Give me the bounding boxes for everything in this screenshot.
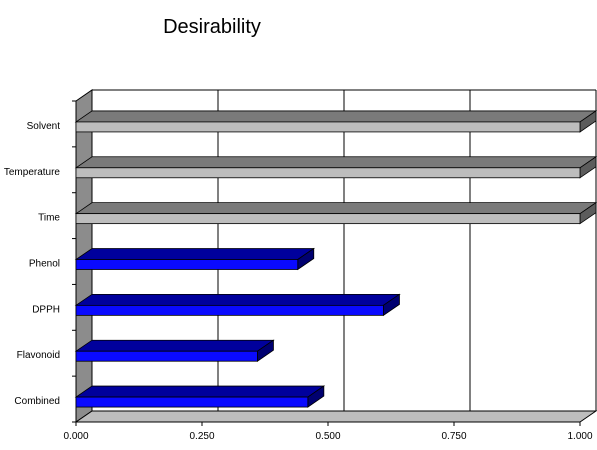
bar-dpph [74,293,401,317]
bar-combined [74,385,326,408]
chart-labels: Solvent Temperature Time Phenol DPPH Flavonoi… [4,121,593,442]
chart-title: Desirability [163,16,261,38]
bar-top-face [74,385,326,398]
x-tick-label: 0.750 [441,431,466,442]
x-tick-label: 0.000 [63,431,88,442]
category-label: Flavonoid [17,350,60,361]
bar-solvent [74,110,597,133]
category-label: DPPH [32,304,60,315]
x-tick-label: 0.250 [189,431,214,442]
bar-front-face [75,213,581,225]
bar-phenol [74,247,316,271]
bar-front-face [75,259,299,270]
category-label: Solvent [27,121,61,132]
bar-top-face [74,248,316,260]
bar-top-face [74,339,275,352]
bar-top-face [74,110,597,123]
category-label: Temperature [4,167,61,178]
chart-bars [74,110,597,408]
bar-front-face [75,304,384,316]
bar-time [74,201,597,225]
bar-front-face [75,121,581,133]
bar-front-face [75,350,258,362]
bar-flavonoid [74,339,275,362]
bar-temperature [74,156,597,179]
category-label: Phenol [29,259,60,270]
category-label: Combined [14,396,60,407]
bar-top-face [74,156,597,169]
bar-top-face [74,202,597,215]
category-label: Time [38,213,60,224]
x-tick-label: 1.000 [567,431,592,442]
chart-floor [74,410,597,423]
bar-top-face [74,293,401,306]
bar-front-face [75,167,581,179]
bar-front-face [75,396,309,408]
x-tick-label: 0.500 [315,431,340,442]
